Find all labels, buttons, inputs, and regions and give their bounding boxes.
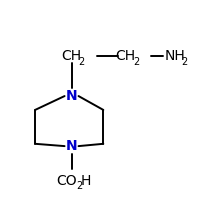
Text: CO: CO — [57, 174, 77, 188]
Text: N: N — [66, 139, 77, 153]
Text: H: H — [80, 174, 91, 188]
Text: 2: 2 — [76, 181, 82, 191]
Text: NH: NH — [164, 49, 185, 63]
Text: CH: CH — [62, 49, 82, 63]
Text: CH: CH — [116, 49, 136, 63]
Text: 2: 2 — [78, 57, 85, 67]
Text: 2: 2 — [181, 57, 187, 67]
Text: N: N — [66, 89, 77, 103]
Text: 2: 2 — [133, 57, 139, 67]
